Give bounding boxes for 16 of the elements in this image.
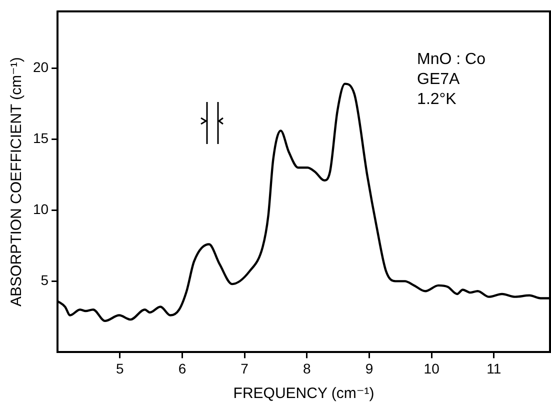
y-tick-label: 20: [32, 59, 49, 76]
y-tick-label: 5: [40, 272, 49, 288]
x-tick-label: 5: [116, 360, 124, 376]
x-tick-label: 7: [240, 360, 249, 376]
x-tick-label: 9: [365, 360, 374, 376]
y-axis-title: ABSORPTION COEFFICIENT (cm⁻¹): [8, 57, 26, 306]
y-tick-label: 10: [32, 201, 49, 218]
annotation: GE7A: [417, 70, 460, 88]
y-tick-label: 15: [32, 130, 49, 146]
x-tick-label: 11: [486, 360, 502, 376]
x-tick-label: 6: [178, 360, 186, 376]
x-axis-title: FREQUENCY (cm⁻¹): [233, 385, 374, 402]
annotation: MnO : Co: [417, 50, 486, 68]
x-tick-label: 10: [424, 360, 440, 376]
x-tick-label: 8: [303, 360, 312, 376]
annotation: 1.2°K: [417, 90, 457, 108]
